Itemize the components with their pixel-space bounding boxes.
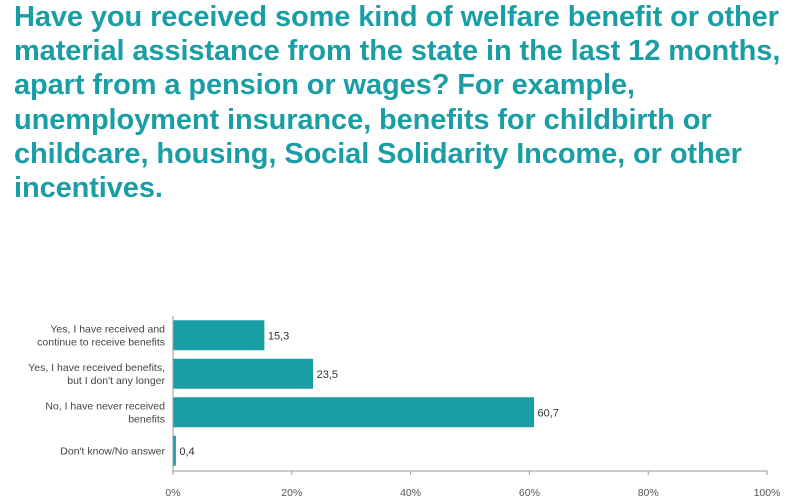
category-label: Yes, I have received and continue to rece… — [37, 323, 165, 348]
category-label-line: continue to receive benefits — [37, 336, 165, 348]
chart-title: Have you received some kind of welfare b… — [14, 1, 781, 205]
category-label-line: benefits — [128, 413, 165, 425]
x-tick-label: 80% — [638, 487, 659, 499]
x-tick-label: 0% — [165, 487, 180, 499]
bar — [173, 397, 535, 428]
bar — [173, 435, 176, 466]
x-tick-label: 100% — [754, 487, 781, 499]
category-label-line: Yes, I have received and — [50, 323, 165, 335]
bar — [173, 358, 314, 389]
category-label-line: Don't know/No answer — [60, 445, 165, 457]
category-label: No, I have never received benefits — [45, 400, 165, 425]
x-tick-label: 40% — [400, 487, 421, 499]
category-label-line: No, I have never received — [45, 400, 165, 412]
bar — [173, 320, 265, 351]
x-tick-label: 20% — [281, 487, 302, 499]
x-tick-label: 60% — [519, 487, 540, 499]
data-label: 0,4 — [179, 446, 194, 458]
data-label: 15,3 — [268, 330, 289, 342]
category-label: Don't know/No answer — [60, 445, 165, 457]
category-label: Yes, I have received benefits, but I don'… — [28, 362, 165, 387]
category-label-line: Yes, I have received benefits, — [28, 362, 165, 374]
data-label: 23,5 — [317, 369, 338, 381]
category-label-line: but I don't any longer — [67, 375, 165, 387]
data-label: 60,7 — [538, 407, 559, 419]
